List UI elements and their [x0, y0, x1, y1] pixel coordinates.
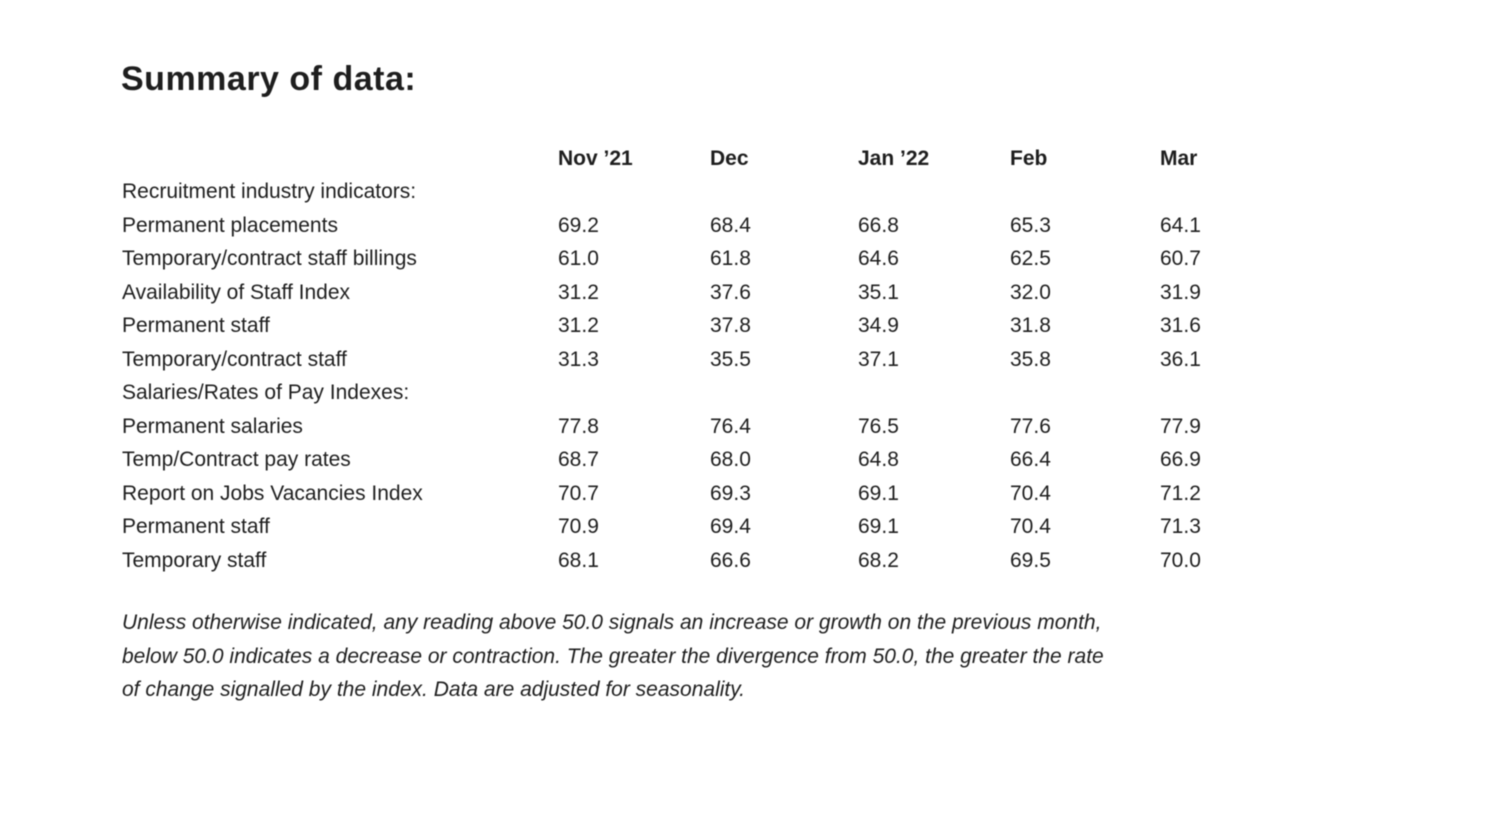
- row-label: Report on Jobs Vacancies Index: [122, 481, 423, 505]
- footnote-line: Unless otherwise indicated, any reading …: [122, 611, 1102, 634]
- cell-value: 32.0: [1010, 280, 1051, 304]
- cell-value: 37.6: [710, 280, 751, 304]
- cell-value: 68.7: [558, 448, 599, 472]
- cell-value: 31.2: [558, 314, 599, 338]
- cell-value: 65.3: [1010, 213, 1051, 237]
- table-header-row: Nov ’21 Dec Jan ’22 Feb Mar: [122, 142, 1280, 176]
- cell-value: 69.2: [558, 213, 599, 237]
- cell-empty: [858, 377, 1010, 411]
- row-label: Temporary staff: [122, 548, 267, 572]
- footnote-line: of change signalled by the index. Data a…: [122, 678, 746, 701]
- cell-empty: [1010, 176, 1160, 210]
- table-row: Permanent placements 69.2 68.4 66.8 65.3…: [122, 209, 1280, 243]
- cell-empty: [558, 176, 710, 210]
- cell-value: 77.6: [1010, 414, 1051, 438]
- cell-value: 34.9: [858, 314, 899, 338]
- row-label: Salaries/Rates of Pay Indexes:: [122, 381, 410, 405]
- cell-value: 76.5: [858, 414, 899, 438]
- cell-value: 61.8: [710, 247, 751, 271]
- table-row: Temporary/contract staff billings 61.0 6…: [122, 243, 1280, 277]
- table-row: Availability of Staff Index 31.2 37.6 35…: [122, 276, 1280, 310]
- footnote: Unless otherwise indicated, any reading …: [122, 606, 1104, 707]
- cell-value: 77.9: [1160, 414, 1201, 438]
- cell-value: 70.7: [558, 481, 599, 505]
- cell-value: 70.9: [558, 515, 599, 539]
- cell-value: 36.1: [1160, 347, 1201, 371]
- cell-value: 31.6: [1160, 314, 1201, 338]
- table-row: Salaries/Rates of Pay Indexes:: [122, 377, 1280, 411]
- footnote-line: below 50.0 indicates a decrease or contr…: [122, 644, 1104, 668]
- cell-empty: [710, 176, 858, 210]
- row-label: Temp/Contract pay rates: [122, 448, 351, 472]
- cell-value: 62.5: [1010, 247, 1051, 271]
- cell-value: 68.1: [558, 548, 599, 572]
- cell-value: 66.4: [1010, 448, 1051, 472]
- table-row: Temporary staff 68.1 66.6 68.2 69.5 70.0: [122, 544, 1280, 578]
- cell-value: 71.3: [1160, 515, 1201, 539]
- cell-value: 68.4: [710, 213, 751, 237]
- row-label: Permanent staff: [122, 314, 270, 338]
- table-row: Temp/Contract pay rates 68.7 68.0 64.8 6…: [122, 444, 1280, 478]
- column-header-dec: Dec: [710, 146, 749, 170]
- page-title: Summary of data:: [121, 60, 417, 98]
- cell-value: 77.8: [558, 414, 599, 438]
- cell-value: 68.0: [710, 448, 751, 472]
- column-header-jan22: Jan ’22: [858, 146, 930, 170]
- cell-value: 31.9: [1160, 280, 1201, 304]
- cell-value: 71.2: [1160, 481, 1201, 505]
- cell-value: 66.8: [858, 213, 899, 237]
- cell-value: 31.8: [1010, 314, 1051, 338]
- table-row: Report on Jobs Vacancies Index 70.7 69.3…: [122, 477, 1280, 511]
- table-row: Permanent staff 31.2 37.8 34.9 31.8 31.6: [122, 310, 1280, 344]
- column-header-mar: Mar: [1160, 146, 1198, 170]
- cell-value: 35.8: [1010, 347, 1051, 371]
- cell-value: 69.5: [1010, 548, 1051, 572]
- cell-value: 69.4: [710, 515, 751, 539]
- table-row: Recruitment industry indicators:: [122, 176, 1280, 210]
- cell-value: 70.4: [1010, 481, 1051, 505]
- cell-value: 64.8: [858, 448, 899, 472]
- cell-value: 66.9: [1160, 448, 1201, 472]
- cell-empty: [1010, 377, 1160, 411]
- table-row: Temporary/contract staff 31.3 35.5 37.1 …: [122, 343, 1280, 377]
- row-label: Temporary/contract staff billings: [122, 247, 417, 271]
- cell-empty: [858, 176, 1010, 210]
- cell-value: 60.7: [1160, 247, 1201, 271]
- cell-empty: [122, 142, 558, 176]
- cell-value: 76.4: [710, 414, 751, 438]
- summary-data-table: Nov ’21 Dec Jan ’22 Feb Mar Recruitment …: [122, 142, 1280, 578]
- table-row: Permanent staff 70.9 69.4 69.1 70.4 71.3: [122, 511, 1280, 545]
- cell-empty: [1160, 377, 1280, 411]
- cell-empty: [1160, 176, 1280, 210]
- cell-value: 61.0: [558, 247, 599, 271]
- cell-empty: [710, 377, 858, 411]
- cell-value: 66.6: [710, 548, 751, 572]
- cell-value: 64.1: [1160, 213, 1201, 237]
- cell-value: 37.1: [858, 347, 899, 371]
- cell-value: 69.3: [710, 481, 751, 505]
- row-label: Availability of Staff Index: [122, 280, 351, 304]
- cell-value: 37.8: [710, 314, 751, 338]
- column-header-nov21: Nov ’21: [558, 146, 633, 170]
- cell-value: 70.4: [1010, 515, 1051, 539]
- table-row: Permanent salaries 77.8 76.4 76.5 77.6 7…: [122, 410, 1280, 444]
- row-label: Recruitment industry indicators:: [122, 180, 417, 204]
- cell-value: 31.2: [558, 280, 599, 304]
- cell-value: 35.1: [858, 280, 899, 304]
- cell-value: 70.0: [1160, 548, 1201, 572]
- cell-value: 35.5: [710, 347, 751, 371]
- row-label: Temporary/contract staff: [122, 347, 347, 371]
- cell-value: 69.1: [858, 481, 899, 505]
- cell-value: 31.3: [558, 347, 599, 371]
- row-label: Permanent salaries: [122, 414, 303, 438]
- column-header-feb: Feb: [1010, 146, 1048, 170]
- cell-empty: [558, 377, 710, 411]
- row-label: Permanent placements: [122, 213, 338, 237]
- cell-value: 69.1: [858, 515, 899, 539]
- cell-value: 64.6: [858, 247, 899, 271]
- cell-value: 68.2: [858, 548, 899, 572]
- row-label: Permanent staff: [122, 515, 270, 539]
